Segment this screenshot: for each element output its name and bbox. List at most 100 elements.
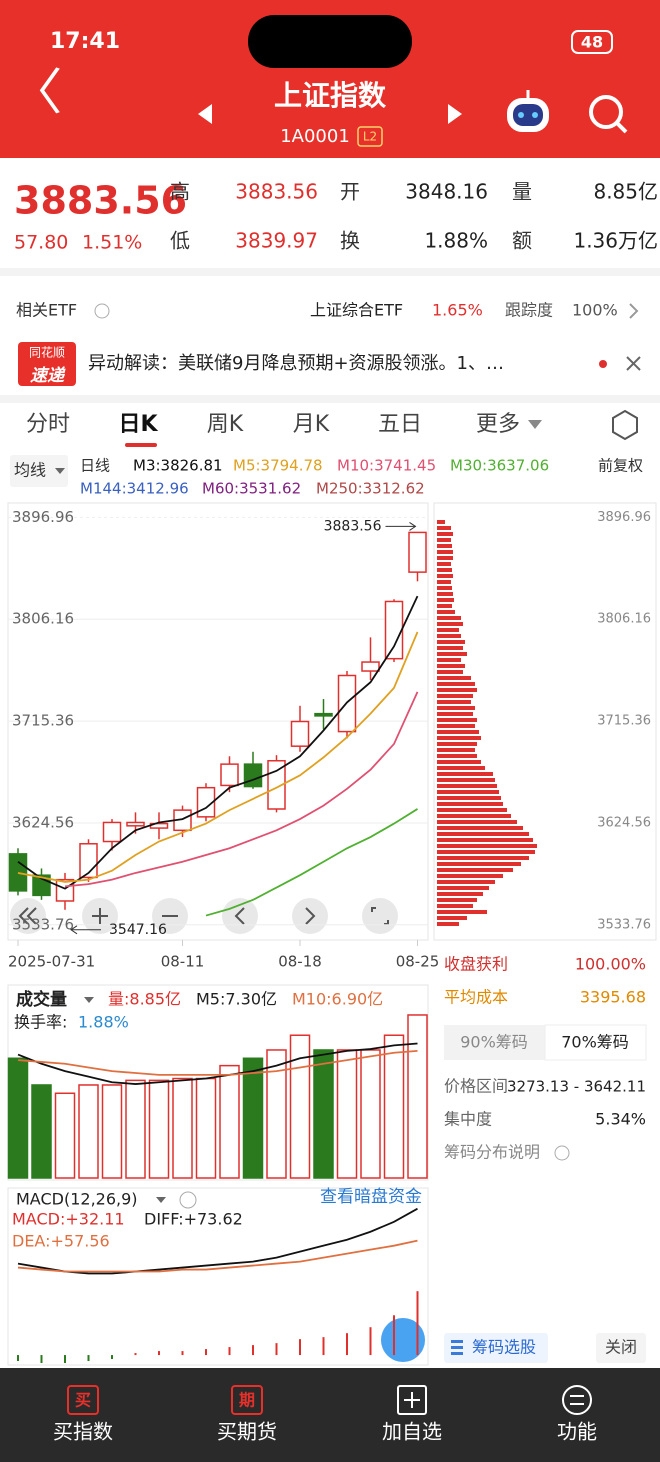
news-text[interactable]: 异动解读：美联储9月降息预期+资源股领涨。1、… xyxy=(88,353,504,374)
etf-tracking: 100% xyxy=(572,301,618,320)
volume-bar xyxy=(148,1079,170,1179)
bottom-label[interactable]: 功能 xyxy=(557,1420,597,1444)
ma-legend-item: M60:3531.62 xyxy=(202,480,301,498)
chip-bar xyxy=(437,868,513,872)
chip-bar xyxy=(437,838,533,842)
y-tick-label: 3533.76 xyxy=(12,915,74,933)
pan-left[interactable] xyxy=(222,898,258,934)
search-button[interactable] xyxy=(589,95,628,134)
annotation: 3883.56 xyxy=(324,518,382,534)
macd-bar xyxy=(158,1351,160,1356)
macd-bar xyxy=(322,1337,325,1356)
chip-bar xyxy=(437,742,477,746)
chip-bar xyxy=(437,652,467,656)
back-button[interactable] xyxy=(39,67,60,114)
news-close[interactable] xyxy=(626,356,641,371)
y-tick-label-right: 3715.36 xyxy=(597,714,651,729)
chip-range-label: 价格区间 xyxy=(444,1077,508,1096)
quote-value: 8.85亿 xyxy=(593,180,658,204)
annotation: 3547.16 xyxy=(109,922,167,938)
chip-close[interactable]: 关闭 xyxy=(605,1338,637,1357)
volume-bar xyxy=(383,1034,405,1179)
next-button[interactable] xyxy=(448,104,462,124)
l2-badge xyxy=(357,126,383,147)
chip-bar xyxy=(437,754,477,758)
chip-bar xyxy=(437,640,465,644)
chip-bar xyxy=(437,526,451,530)
bottom-label[interactable]: 加自选 xyxy=(382,1420,442,1444)
tab[interactable]: 周K xyxy=(207,412,244,437)
nav-badge: L2 xyxy=(363,130,377,144)
fullscreen[interactable] xyxy=(362,898,398,934)
candle-body xyxy=(290,720,310,747)
candle-body xyxy=(8,853,28,892)
chip-tab-bg[interactable] xyxy=(444,1025,545,1060)
chip-bar xyxy=(437,844,537,848)
x-tick-label: 08-11 xyxy=(161,953,205,971)
ma-line xyxy=(205,808,418,917)
volume-bar xyxy=(313,1049,334,1179)
prev-button[interactable] xyxy=(198,104,212,124)
last-price: 3883.56 xyxy=(14,179,187,223)
chip-bar xyxy=(437,598,454,602)
add-watch-icon xyxy=(397,1385,427,1415)
macd-bar xyxy=(64,1355,66,1364)
macd-bar xyxy=(87,1355,90,1362)
lightbulb-button[interactable] xyxy=(381,1318,425,1362)
chip-concentration-label: 集中度 xyxy=(444,1110,492,1129)
chip-tab[interactable]: 90%筹码 xyxy=(460,1033,528,1052)
y-tick-label-right: 3806.16 xyxy=(597,612,651,627)
nav-code: 1A0001 xyxy=(280,126,350,147)
tab[interactable]: 分时 xyxy=(26,412,70,437)
tab[interactable]: 更多 xyxy=(476,412,520,437)
macd-dea-line xyxy=(17,1239,418,1273)
x-tick-label: 08-18 xyxy=(278,953,322,971)
battery xyxy=(571,30,613,54)
chip-bar xyxy=(437,550,453,554)
ma-line xyxy=(64,691,419,888)
bottom-label[interactable]: 买期货 xyxy=(217,1420,277,1444)
x-tick-label: 08-25 xyxy=(396,953,440,971)
chip-bar xyxy=(437,592,453,596)
chip-pick[interactable]: 筹码选股 xyxy=(472,1338,536,1357)
chip-bar xyxy=(437,586,452,590)
unread-dot xyxy=(599,360,607,368)
settings-button[interactable] xyxy=(612,409,638,441)
volume-bar xyxy=(360,1049,381,1179)
pan-right[interactable] xyxy=(292,898,328,934)
chip-bar xyxy=(437,802,503,806)
macd-bar xyxy=(346,1333,348,1356)
chip-bar xyxy=(437,778,495,782)
chip-range: 3273.13 - 3642.11 xyxy=(507,1078,646,1096)
chip-bar xyxy=(437,664,465,668)
quote-value: 3839.97 xyxy=(235,229,318,253)
chip-bar xyxy=(437,628,459,632)
tab[interactable]: 月K xyxy=(293,412,330,437)
ma-selector[interactable] xyxy=(10,455,68,487)
candle-body xyxy=(126,821,145,827)
pick-icon xyxy=(451,1340,463,1343)
volume-bar xyxy=(101,1084,123,1179)
candle-body xyxy=(55,878,75,902)
macd-bar xyxy=(205,1349,207,1356)
chip-bar xyxy=(437,622,463,626)
quote-value: 3883.56 xyxy=(235,180,318,204)
chip-bar xyxy=(437,760,481,764)
chip-bar xyxy=(437,532,453,536)
ma-selector-label: 均线 xyxy=(14,461,46,480)
price-change: 57.80 xyxy=(14,232,68,254)
chip-tab-bg[interactable] xyxy=(544,1024,647,1061)
chip-pick-button[interactable] xyxy=(444,1333,548,1363)
macd-link[interactable]: 查看暗盘资金 xyxy=(320,1187,422,1207)
robot-button[interactable] xyxy=(507,90,549,132)
chip-tab[interactable]: 70%筹码 xyxy=(561,1033,629,1052)
macd-bar xyxy=(416,1291,419,1356)
macd-bar xyxy=(134,1353,137,1356)
chip-close-button[interactable] xyxy=(596,1333,646,1363)
chip-bar xyxy=(437,850,535,854)
tab[interactable]: 日K xyxy=(118,412,158,437)
volume-bar xyxy=(78,1084,99,1179)
macd-bar xyxy=(275,1343,278,1356)
tab[interactable]: 五日 xyxy=(378,412,422,437)
bottom-label[interactable]: 买指数 xyxy=(53,1420,113,1444)
